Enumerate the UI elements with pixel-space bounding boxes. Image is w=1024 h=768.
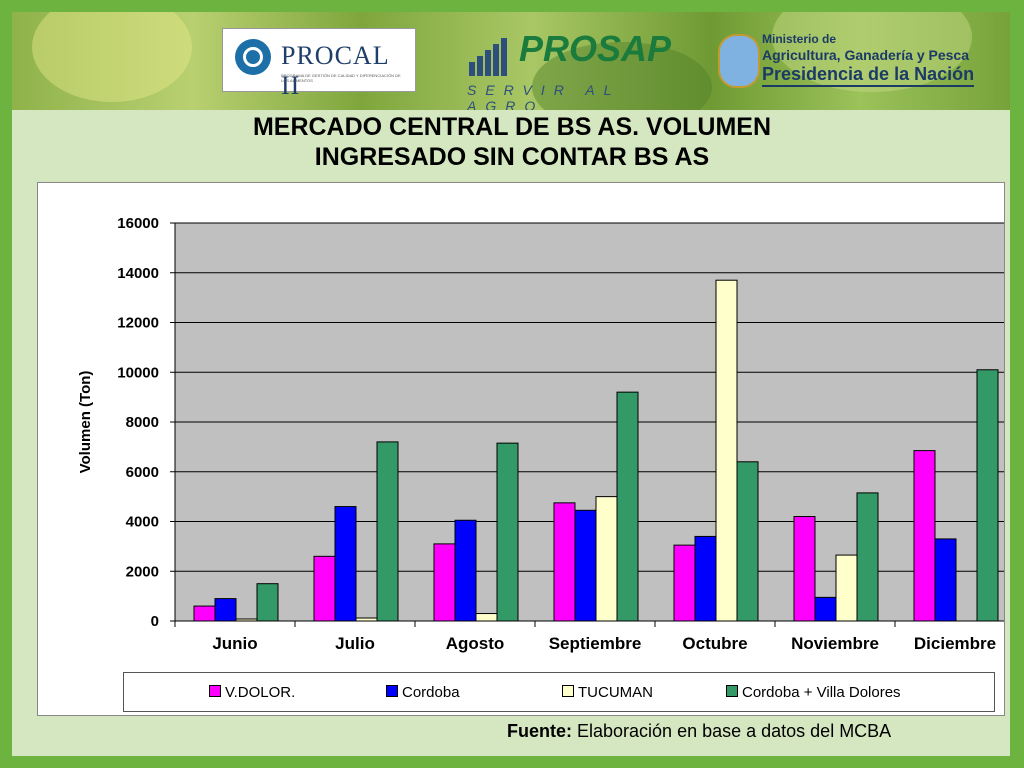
x-tick-label: Septiembre — [549, 634, 642, 653]
legend-item: Cordoba — [386, 684, 460, 701]
bar-cordoba-villa-dolores — [856, 492, 879, 622]
bar-v-dolor- — [553, 502, 576, 622]
bar-cordoba — [334, 506, 357, 622]
legend-swatch — [726, 685, 738, 697]
y-tick-label: 8000 — [126, 414, 159, 431]
y-tick-label: 12000 — [117, 315, 159, 332]
legend-label: Cordoba + Villa Dolores — [742, 684, 901, 701]
bar-cordoba — [574, 509, 597, 622]
legend-label: V.DOLOR. — [225, 684, 296, 701]
y-tick-label: 10000 — [117, 364, 159, 381]
slide-title: MERCADO CENTRAL DE BS AS. VOLUMEN INGRES… — [162, 112, 862, 172]
ministerio-line2: Agricultura, Ganadería y Pesca — [762, 47, 969, 63]
bar-tucuman — [355, 617, 378, 622]
x-tick-label: Agosto — [446, 634, 505, 653]
bar-tucuman — [835, 554, 858, 622]
x-tick-label: Diciembre — [914, 634, 996, 653]
x-tick-label: Junio — [212, 634, 257, 653]
bar-cordoba-villa-dolores — [736, 461, 759, 622]
source-text: Elaboración en base a datos del MCBA — [572, 721, 892, 741]
legend-label: TUCUMAN — [578, 684, 653, 701]
bar-tucuman — [595, 496, 618, 622]
bar-v-dolor- — [433, 543, 456, 622]
y-tick-label: 6000 — [126, 464, 159, 481]
bar-cordoba — [694, 535, 717, 622]
ministerio-line3: Presidencia de la Nación — [762, 64, 975, 87]
legend-label: Cordoba — [402, 684, 460, 701]
bar-tucuman — [475, 613, 498, 622]
bar-v-dolor- — [673, 544, 696, 622]
bar-tucuman — [715, 279, 738, 622]
ministerio-logo: Ministerio de Agricultura, Ganadería y P… — [718, 30, 980, 92]
chart-container: 0 2000 4000 6000 8000 10000 12000 14000 16000 Vol… — [37, 182, 1005, 716]
bar-cordoba-villa-dolores — [496, 442, 519, 622]
x-tick-label: Julio — [335, 634, 375, 653]
y-tick-label: 4000 — [126, 514, 159, 531]
bar-v-dolor- — [793, 516, 816, 622]
procal-logo: PROCAL II PROGRAMA DE GESTIÓN DE CALIDAD… — [222, 28, 416, 100]
bar-v-dolor- — [193, 605, 216, 622]
source-note: Fuente: Elaboración en base a datos del … — [507, 721, 891, 742]
legend-swatch — [209, 685, 221, 697]
y-tick-label: 14000 — [117, 265, 159, 282]
bar-v-dolor- — [913, 450, 936, 622]
y-tick-label: 2000 — [126, 563, 159, 580]
y-axis-label: Volumen (Ton) — [77, 371, 94, 474]
x-tick-label: Octubre — [682, 634, 747, 653]
bar-cordoba — [214, 598, 237, 622]
bar-cordoba-villa-dolores — [976, 369, 999, 622]
title-line-1: MERCADO CENTRAL DE BS AS. VOLUMEN — [252, 113, 772, 141]
prosap-bars-icon — [469, 38, 507, 76]
header-banner: PROCAL II PROGRAMA DE GESTIÓN DE CALIDAD… — [12, 12, 1010, 110]
bar-chart: 0 2000 4000 6000 8000 10000 12000 14000 16000 Vol… — [77, 215, 1004, 653]
legend-item: V.DOLOR. — [209, 684, 295, 701]
bar-cordoba — [934, 538, 957, 622]
procal-subtitle: PROGRAMA DE GESTIÓN DE CALIDAD Y DIFEREN… — [281, 73, 401, 83]
bar-cordoba — [454, 519, 477, 622]
legend-item: TUCUMAN — [562, 684, 653, 701]
bar-cordoba — [814, 596, 837, 622]
banner-decoration — [32, 12, 192, 102]
y-tick-label: 0 — [151, 613, 159, 630]
escudo-icon — [718, 34, 760, 88]
procal-name: PROCAL II — [281, 41, 389, 100]
legend-swatch — [386, 685, 398, 697]
prosap-name: PROSAP — [519, 28, 672, 69]
prosap-tagline: SERVIR AL AGRO — [467, 82, 621, 110]
source-label: Fuente: — [507, 721, 572, 741]
bar-tucuman — [235, 618, 258, 622]
slide: PROCAL II PROGRAMA DE GESTIÓN DE CALIDAD… — [12, 12, 1010, 756]
procal-q-icon — [235, 39, 271, 75]
title-line-2: INGRESADO SIN CONTAR BS AS — [314, 143, 710, 171]
bar-v-dolor- — [313, 555, 336, 622]
chart-legend: V.DOLOR. Cordoba TUCUMAN Cordoba + Villa Do… — [123, 672, 995, 712]
bar-cordoba-villa-dolores — [616, 391, 639, 622]
y-tick-label: 16000 — [117, 215, 159, 232]
bar-cordoba-villa-dolores — [376, 441, 399, 622]
bar-cordoba-villa-dolores — [256, 583, 279, 622]
x-tick-label: Noviembre — [791, 634, 879, 653]
prosap-logo: PROSAP SERVIR AL AGRO — [467, 26, 697, 110]
ministerio-line1: Ministerio de — [762, 32, 837, 46]
legend-swatch — [562, 685, 574, 697]
legend-item: Cordoba + Villa Dolores — [726, 684, 901, 701]
banner-decoration — [532, 42, 712, 110]
